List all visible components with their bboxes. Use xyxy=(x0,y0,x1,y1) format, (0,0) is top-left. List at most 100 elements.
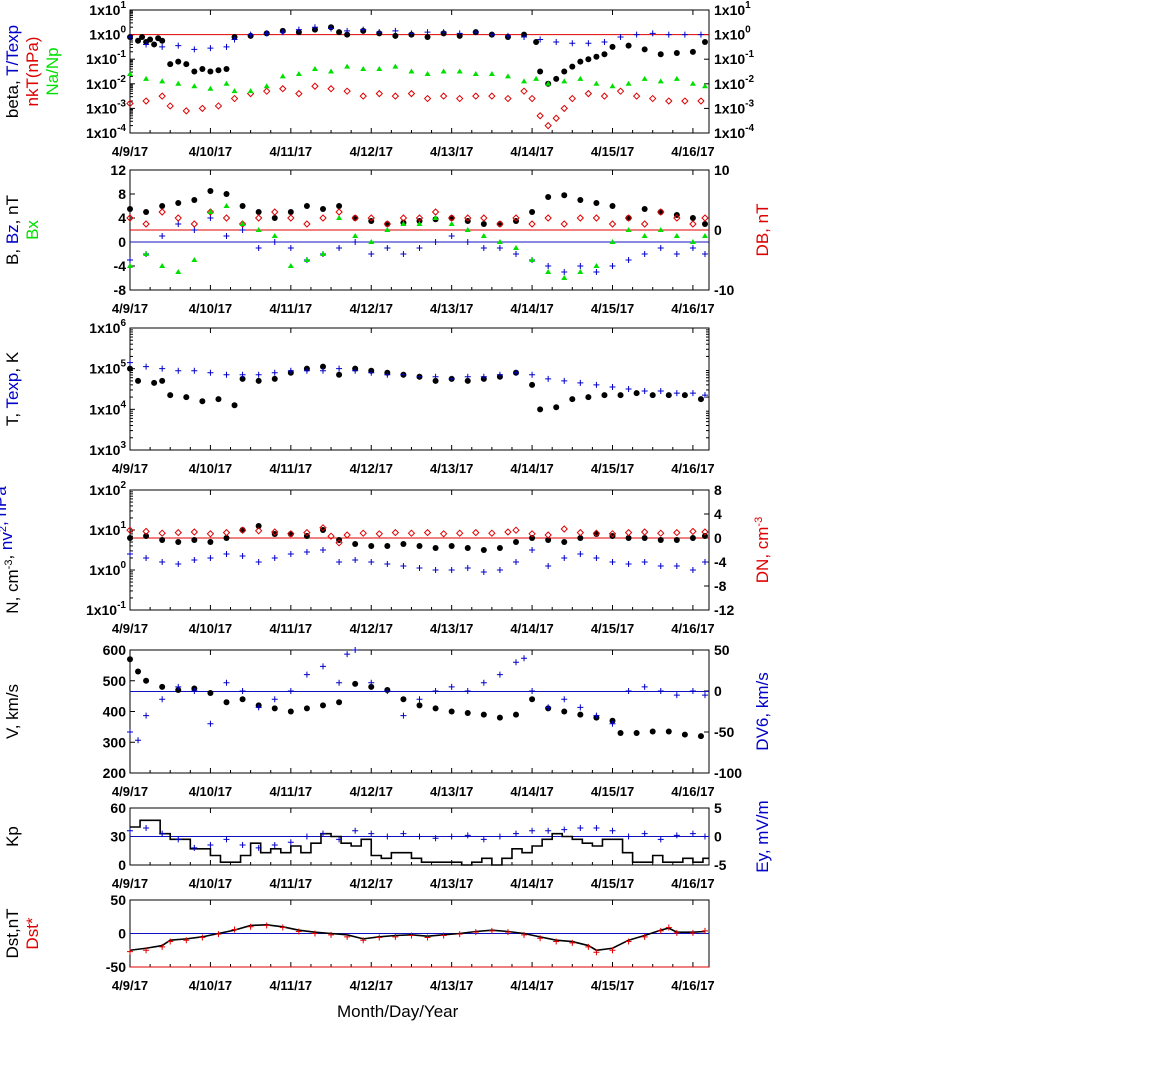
point xyxy=(496,371,503,378)
point xyxy=(529,381,536,388)
point xyxy=(529,688,536,694)
point xyxy=(609,383,616,390)
point xyxy=(585,394,592,401)
date-tick-label: 4/15/17 xyxy=(591,621,634,636)
y-tick-label: 1x102 xyxy=(89,480,126,498)
point xyxy=(159,696,166,703)
y-tick-label: 60 xyxy=(110,800,126,816)
point xyxy=(320,206,326,212)
point xyxy=(207,842,214,849)
y-tick-label: 1x10-1 xyxy=(86,49,126,67)
point xyxy=(303,220,311,228)
point xyxy=(239,371,246,378)
date-tick-label: 4/12/17 xyxy=(350,144,393,159)
point xyxy=(271,208,279,216)
series-dst xyxy=(127,922,708,956)
point xyxy=(158,529,166,537)
y-axis-label: Dst* xyxy=(23,917,42,950)
point xyxy=(126,526,134,534)
date-tick-label: 4/10/17 xyxy=(189,144,232,159)
point xyxy=(657,208,665,216)
series-nktnpa xyxy=(126,82,705,130)
point xyxy=(577,704,584,711)
point xyxy=(223,66,230,73)
point xyxy=(528,530,536,538)
point xyxy=(537,406,544,413)
point xyxy=(408,932,415,939)
point xyxy=(127,729,133,735)
point xyxy=(689,245,696,251)
point xyxy=(271,369,278,376)
point xyxy=(649,30,656,37)
y2-tick-label: 0 xyxy=(714,829,722,845)
point xyxy=(343,531,351,539)
point xyxy=(701,214,709,222)
point xyxy=(448,375,455,382)
panel-temp: 4/9/17 4/10/17 4/11/17 4/12/17 4/13/17 4/14/1… xyxy=(3,318,715,476)
point xyxy=(673,75,680,81)
plot-frame xyxy=(129,649,710,774)
point xyxy=(633,730,640,737)
point xyxy=(190,528,199,536)
date-tick-label: 4/14/17 xyxy=(510,978,553,993)
date-tick-label: 4/14/17 xyxy=(510,784,553,799)
point xyxy=(416,245,423,251)
y2-axis-label: DN, cm-3 xyxy=(753,517,772,583)
date-tick-label: 4/12/17 xyxy=(350,876,393,891)
y-tick-label: -4 xyxy=(114,258,127,274)
point xyxy=(135,668,142,675)
point xyxy=(423,94,432,103)
x-axis-label: Month/Day/Year xyxy=(337,1002,459,1021)
date-tick-label: 4/16/17 xyxy=(671,784,714,799)
point xyxy=(223,203,230,208)
point xyxy=(657,563,664,569)
point xyxy=(271,233,278,238)
point xyxy=(625,42,632,49)
point xyxy=(609,947,616,954)
point xyxy=(641,683,648,690)
point xyxy=(207,45,214,52)
point xyxy=(360,26,367,33)
y2-tick-label: -12 xyxy=(714,602,734,618)
point xyxy=(657,209,664,215)
point xyxy=(175,42,182,49)
panel-velocity: 4/9/17 4/10/17 4/11/17 4/12/17 4/13/17 4/14/1… xyxy=(3,642,772,799)
point xyxy=(609,720,616,727)
point xyxy=(569,396,576,403)
point xyxy=(127,535,133,541)
point xyxy=(432,215,439,220)
point xyxy=(135,377,142,384)
point xyxy=(320,830,326,837)
point xyxy=(641,233,648,238)
date-tick-label: 4/10/17 xyxy=(189,461,232,476)
point xyxy=(407,89,416,98)
point xyxy=(448,543,455,549)
point xyxy=(191,46,198,53)
y2-tick-label: 1x10-4 xyxy=(714,123,754,141)
date-tick-label: 4/10/17 xyxy=(189,876,232,891)
point xyxy=(303,833,310,840)
point xyxy=(320,367,326,374)
point xyxy=(368,679,375,686)
y-tick-label: 1x106 xyxy=(89,318,126,336)
point xyxy=(400,830,407,837)
point xyxy=(537,36,544,43)
point xyxy=(279,29,286,36)
point xyxy=(175,561,182,567)
point xyxy=(159,830,166,837)
point xyxy=(206,530,215,538)
point xyxy=(319,214,327,222)
point xyxy=(126,214,134,222)
point xyxy=(303,705,310,712)
point xyxy=(424,70,431,76)
point xyxy=(632,92,641,100)
point xyxy=(174,214,182,222)
date-tick-label: 4/11/17 xyxy=(270,784,313,799)
point xyxy=(448,567,455,573)
y-axis-label: Dst,nT xyxy=(3,908,22,958)
point xyxy=(207,555,214,561)
point xyxy=(496,220,504,228)
date-tick-label: 4/10/17 xyxy=(189,784,232,799)
y-tick-label: 1x101 xyxy=(89,0,126,18)
date-tick-label: 4/13/17 xyxy=(430,621,473,636)
